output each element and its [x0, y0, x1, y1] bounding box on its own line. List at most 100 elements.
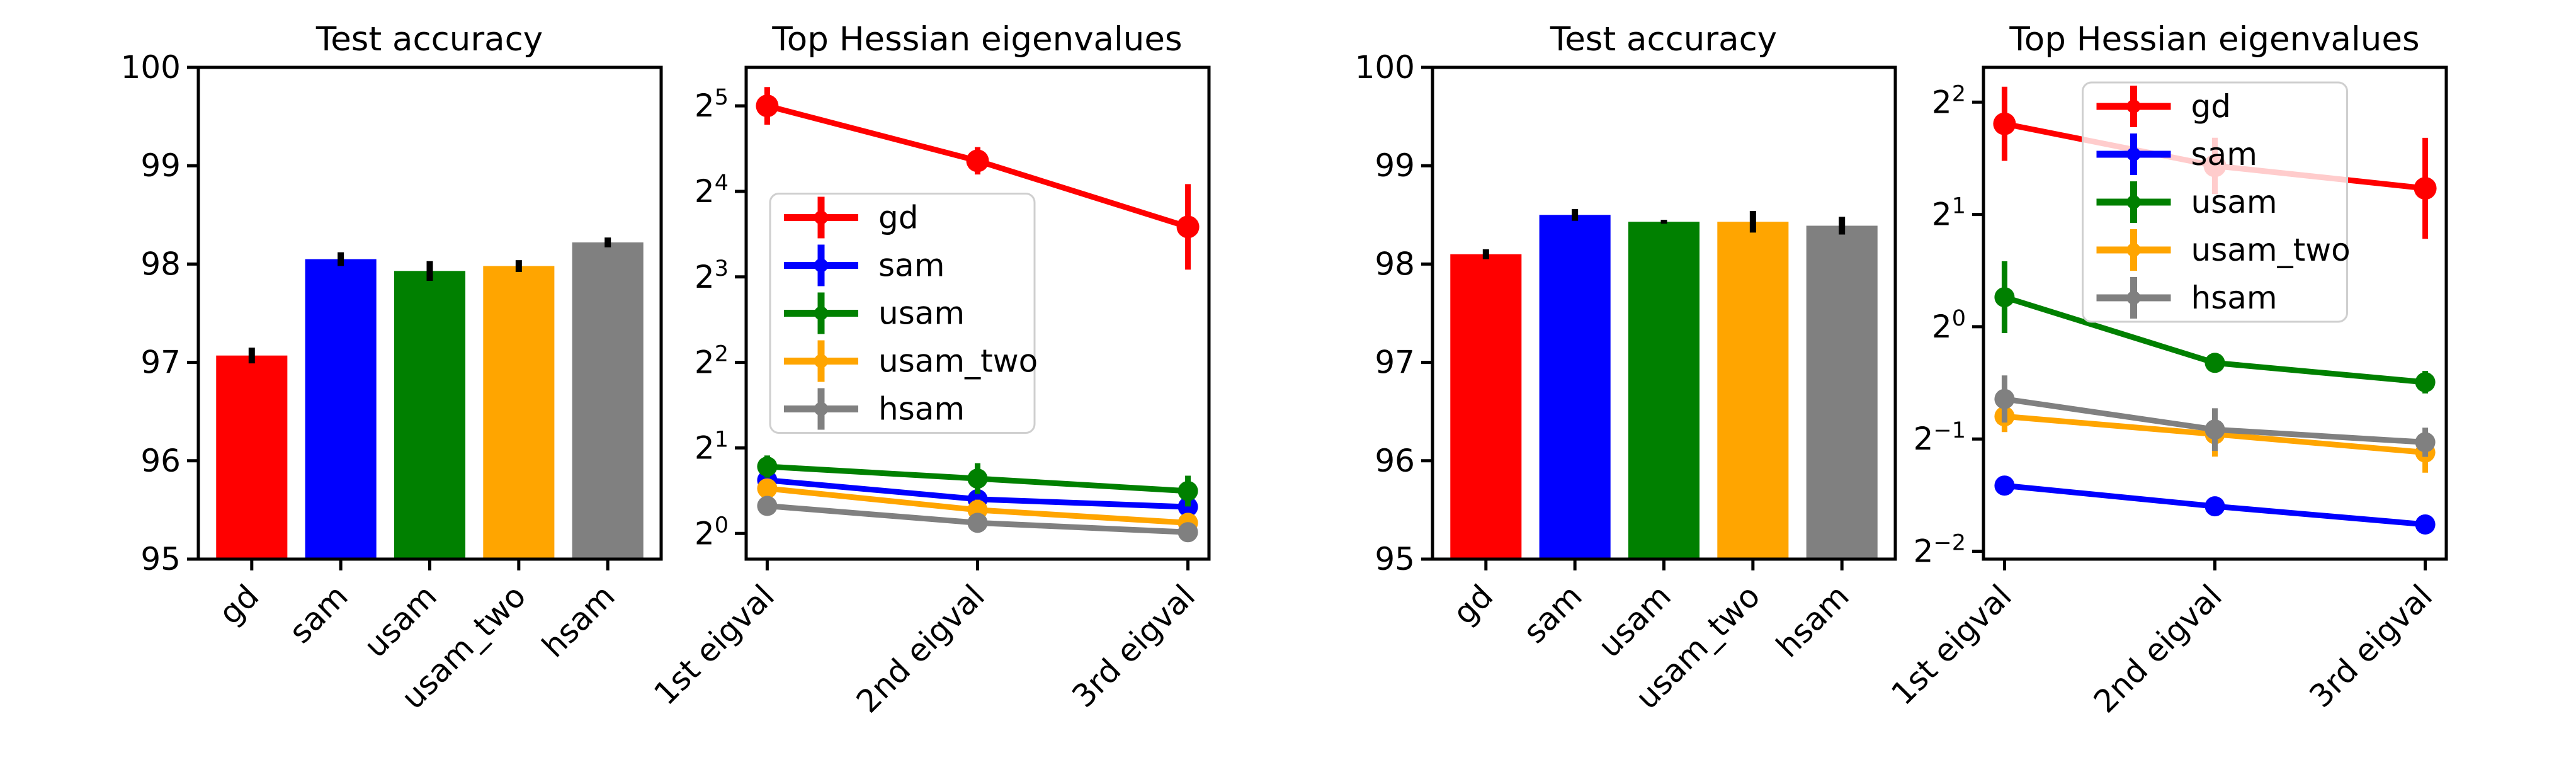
axes-frame: [1431, 65, 1897, 561]
y-tick-label: 2−1: [1914, 418, 1966, 457]
axes-frame: [1982, 65, 2448, 561]
marker-usam-3rd eigval: [1177, 480, 1198, 501]
y-tick-label: 20: [1932, 306, 1966, 345]
chart-title: Top Hessian eigenvalues: [2009, 20, 2419, 59]
legend-key-marker-usam_two: [814, 354, 828, 368]
legend-label-gd: gd: [2191, 88, 2231, 125]
y-tick-label: 96: [140, 443, 181, 479]
y-tick-label: 22: [695, 342, 729, 381]
legend-key-marker-usam: [814, 306, 828, 320]
chart-title: Test accuracy: [1550, 20, 1777, 59]
marker-usam-2nd eigval: [967, 468, 988, 489]
marker-hsam-3rd eigval: [2415, 432, 2436, 453]
x-tick-label: 1st eigval: [647, 577, 781, 711]
y-tick-label: 95: [1375, 541, 1415, 577]
marker-gd-1st eigval: [1993, 112, 2016, 135]
series-usam: [1994, 261, 2436, 394]
panel-hessian-eigenvalues-left: Top Hessian eigenvalues 20 21 22 23 24 25 1st …: [647, 20, 1211, 720]
series-usam: [757, 455, 1198, 507]
y-tick-label: 99: [1375, 147, 1415, 184]
x-tick-label: gd: [1446, 577, 1500, 632]
y-tick-label: 97: [140, 344, 181, 381]
x-tick-label: hsam: [535, 577, 622, 664]
y-tick-label: 2−2: [1914, 531, 1966, 570]
y-tick-label: 100: [121, 49, 181, 86]
bar-usam: [1628, 222, 1700, 559]
series-hsam: [757, 496, 1198, 543]
legend-label-gd: gd: [878, 200, 918, 236]
x-tick-label: sam: [282, 577, 355, 650]
y-tick-label: 22: [1932, 81, 1966, 120]
x-tick-label: 3rd eigval: [2303, 577, 2440, 715]
axes-frame: [744, 65, 1211, 561]
marker-hsam-2nd eigval: [2204, 419, 2225, 440]
y-tick-label: 98: [1375, 246, 1415, 282]
legend-label-hsam: hsam: [878, 391, 965, 428]
y-tick-label: 21: [695, 427, 729, 466]
x-tick-label: 2nd eigval: [849, 577, 992, 720]
legend-label-usam: usam: [878, 295, 965, 332]
marker-gd-3rd eigval: [2414, 177, 2437, 200]
y-tick-label: 20: [695, 513, 729, 552]
legend-label-sam: sam: [878, 247, 945, 284]
legend-key-marker-usam_two: [2126, 243, 2141, 257]
marker-usam-2nd eigval: [2204, 353, 2225, 373]
marker-sam-2nd eigval: [2204, 496, 2225, 517]
x-tick-label: gd: [212, 577, 266, 632]
marker-gd-2nd eigval: [966, 149, 989, 173]
legend-label-usam: usam: [2191, 184, 2278, 220]
legend-box: [769, 193, 1036, 434]
y-tick-label: 21: [1932, 194, 1966, 233]
bar-usam_two: [1717, 222, 1789, 559]
y-tick-label: 96: [1375, 443, 1415, 479]
marker-usam-3rd eigval: [2415, 372, 2436, 393]
panel-hessian-eigenvalues-right: Top Hessian eigenvalues 22 21 20 2−1 2−2 1st …: [1884, 20, 2448, 720]
series-hsam: [1994, 375, 2436, 457]
bar-gd: [1450, 254, 1522, 559]
marker-hsam-2nd eigval: [967, 513, 988, 533]
x-tick-label: hsam: [1769, 577, 1856, 664]
y-tick-label: 97: [1375, 344, 1415, 381]
bar-sam: [1539, 215, 1611, 559]
marker-usam-1st eigval: [757, 456, 778, 477]
bar-usam_two: [483, 266, 555, 559]
axes-frame: [196, 65, 663, 561]
marker-sam-3rd eigval: [2415, 514, 2436, 535]
x-tick-label: usam: [357, 577, 444, 664]
marker-sam-1st eigval: [1994, 475, 2015, 496]
series-gd: [756, 87, 1200, 270]
legend-key-marker-sam: [2126, 147, 2141, 161]
marker-hsam-1st eigval: [757, 496, 778, 516]
series-sam: [1994, 475, 2436, 535]
bar-sam: [305, 259, 377, 559]
y-tick-label: 99: [140, 147, 181, 184]
legend-label-usam_two: usam_two: [2191, 232, 2351, 268]
legend-label-usam_two: usam_two: [878, 343, 1038, 380]
marker-gd-1st eigval: [756, 94, 779, 118]
marker-sam-3rd eigval: [1177, 497, 1198, 518]
y-tick-label: 98: [140, 246, 181, 282]
x-tick-label: 1st eigval: [1884, 577, 2018, 711]
y-tick-label: 24: [695, 171, 729, 210]
bar-usam: [394, 271, 466, 559]
y-tick-label: 23: [695, 256, 729, 295]
marker-usam-1st eigval: [1994, 286, 2015, 307]
y-tick-label: 25: [695, 85, 729, 124]
x-tick-label: 2nd eigval: [2087, 577, 2229, 720]
legend-label-sam: sam: [2191, 136, 2257, 173]
bar-gd: [216, 355, 288, 559]
marker-hsam-3rd eigval: [1177, 522, 1198, 543]
legend-key-marker-hsam: [2126, 291, 2141, 305]
legend-key-marker-gd: [2126, 99, 2141, 113]
bar-hsam: [1806, 225, 1878, 559]
marker-gd-3rd eigval: [1176, 215, 1200, 239]
y-tick-label: 100: [1355, 49, 1415, 86]
y-tick-label: 95: [140, 541, 181, 577]
legend-key-marker-gd: [814, 210, 828, 225]
x-tick-label: 3rd eigval: [1065, 577, 1203, 715]
chart-title: Top Hessian eigenvalues: [771, 20, 1182, 59]
